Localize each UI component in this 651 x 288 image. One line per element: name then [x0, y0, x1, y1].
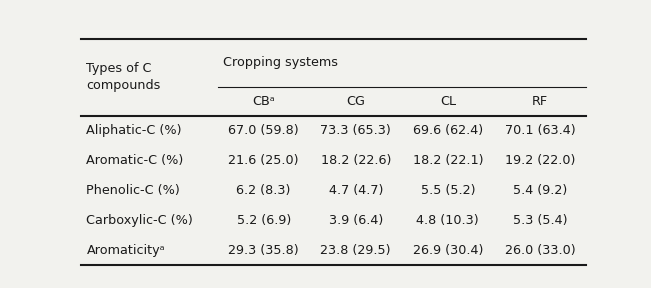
Text: 5.3 (5.4): 5.3 (5.4): [512, 214, 567, 227]
Text: 73.3 (65.3): 73.3 (65.3): [320, 124, 391, 137]
Text: 6.2 (8.3): 6.2 (8.3): [236, 184, 291, 197]
Text: Aromaticityᵃ: Aromaticityᵃ: [87, 244, 165, 257]
Text: 19.2 (22.0): 19.2 (22.0): [505, 154, 575, 167]
Text: CBᵃ: CBᵃ: [252, 94, 275, 108]
Text: Types of C
compounds: Types of C compounds: [87, 62, 161, 92]
Text: 26.9 (30.4): 26.9 (30.4): [413, 244, 483, 257]
Text: Cropping systems: Cropping systems: [223, 56, 338, 69]
Text: Carboxylic-C (%): Carboxylic-C (%): [87, 214, 193, 227]
Text: 69.6 (62.4): 69.6 (62.4): [413, 124, 483, 137]
Text: Aliphatic-C (%): Aliphatic-C (%): [87, 124, 182, 137]
Text: 67.0 (59.8): 67.0 (59.8): [229, 124, 299, 137]
Text: RF: RF: [532, 94, 548, 108]
Text: 70.1 (63.4): 70.1 (63.4): [505, 124, 575, 137]
Text: 3.9 (6.4): 3.9 (6.4): [329, 214, 383, 227]
Text: 18.2 (22.6): 18.2 (22.6): [320, 154, 391, 167]
Text: CL: CL: [440, 94, 456, 108]
Text: 18.2 (22.1): 18.2 (22.1): [413, 154, 483, 167]
Text: 4.8 (10.3): 4.8 (10.3): [417, 214, 479, 227]
Text: 26.0 (33.0): 26.0 (33.0): [505, 244, 575, 257]
Text: 21.6 (25.0): 21.6 (25.0): [229, 154, 299, 167]
Text: 5.2 (6.9): 5.2 (6.9): [236, 214, 291, 227]
Text: CG: CG: [346, 94, 365, 108]
Text: Phenolic-C (%): Phenolic-C (%): [87, 184, 180, 197]
Text: Aromatic-C (%): Aromatic-C (%): [87, 154, 184, 167]
Text: 29.3 (35.8): 29.3 (35.8): [229, 244, 299, 257]
Text: 5.5 (5.2): 5.5 (5.2): [421, 184, 475, 197]
Text: 5.4 (9.2): 5.4 (9.2): [513, 184, 567, 197]
Text: 23.8 (29.5): 23.8 (29.5): [320, 244, 391, 257]
Text: 4.7 (4.7): 4.7 (4.7): [329, 184, 383, 197]
